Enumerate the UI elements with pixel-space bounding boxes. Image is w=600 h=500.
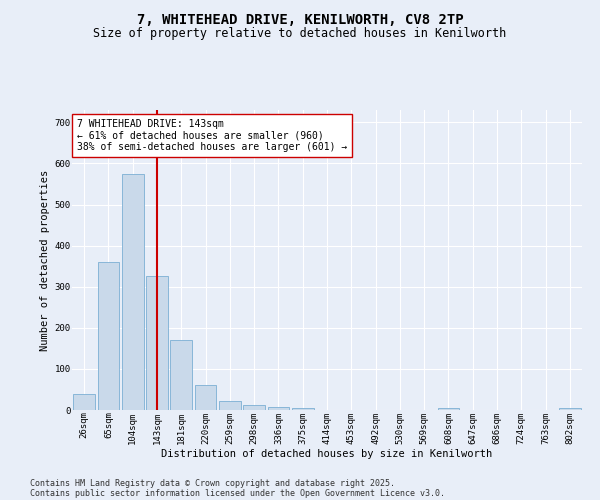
Bar xyxy=(122,174,143,410)
Bar xyxy=(219,400,241,410)
Bar xyxy=(97,262,119,410)
Y-axis label: Number of detached properties: Number of detached properties xyxy=(40,170,50,350)
Text: 7 WHITEHEAD DRIVE: 143sqm
← 61% of detached houses are smaller (960)
38% of semi: 7 WHITEHEAD DRIVE: 143sqm ← 61% of detac… xyxy=(77,119,347,152)
Bar xyxy=(559,408,581,410)
Bar xyxy=(292,408,314,410)
X-axis label: Distribution of detached houses by size in Kenilworth: Distribution of detached houses by size … xyxy=(161,449,493,459)
Text: Size of property relative to detached houses in Kenilworth: Size of property relative to detached ho… xyxy=(94,28,506,40)
Bar xyxy=(146,276,168,410)
Text: 7, WHITEHEAD DRIVE, KENILWORTH, CV8 2TP: 7, WHITEHEAD DRIVE, KENILWORTH, CV8 2TP xyxy=(137,12,463,26)
Bar xyxy=(170,340,192,410)
Text: Contains HM Land Registry data © Crown copyright and database right 2025.: Contains HM Land Registry data © Crown c… xyxy=(30,478,395,488)
Bar xyxy=(243,405,265,410)
Text: Contains public sector information licensed under the Open Government Licence v3: Contains public sector information licen… xyxy=(30,488,445,498)
Bar xyxy=(437,408,460,410)
Bar xyxy=(73,394,95,410)
Bar xyxy=(194,386,217,410)
Bar xyxy=(268,406,289,410)
